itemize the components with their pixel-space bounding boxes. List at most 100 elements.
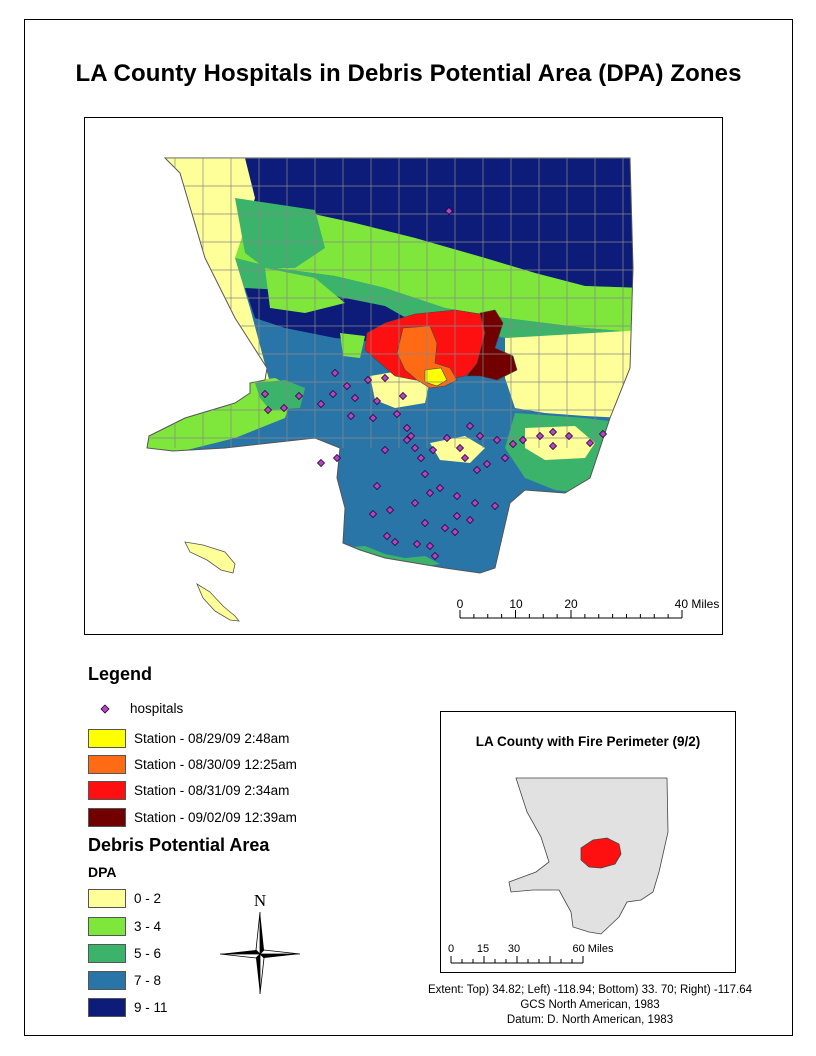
hospital-marker	[425, 541, 435, 551]
dpa-title: Debris Potential Area	[88, 835, 270, 855]
north-arrow: N	[218, 890, 302, 1003]
hospital-marker	[330, 368, 340, 378]
hospital-marker	[402, 435, 412, 445]
legend-label: 5 - 6	[134, 945, 162, 961]
hospital-marker	[368, 509, 378, 519]
fire-perimeter-0902	[466, 309, 518, 381]
hospital-marker	[332, 453, 342, 463]
legend-dpa-7-8: 7 - 8	[88, 969, 161, 991]
hospital-marker	[380, 445, 390, 455]
hospital-marker	[500, 453, 510, 463]
legend-swatch	[88, 888, 126, 908]
extent-text: Extent: Top) 34.82; Left) -118.94; Botto…	[427, 984, 753, 996]
inset-scale-label-30: 30	[508, 943, 520, 955]
hospital-marker	[382, 531, 392, 541]
legend-label: 9 - 11	[134, 999, 168, 1015]
hospital-marker	[260, 389, 270, 399]
inset-title: LA County with Fire Perimeter (9/2)	[475, 734, 701, 749]
hospital-marker	[392, 409, 402, 419]
legend-hospitals-label: hospitals	[130, 701, 184, 716]
hospital-marker	[492, 435, 502, 445]
inset-fire-perimeter	[580, 837, 622, 869]
legend-station-0830: Station - 08/30/09 12:25am	[88, 753, 297, 775]
legend-swatch	[88, 754, 126, 774]
hospital-marker	[412, 539, 422, 549]
legend-label: Station - 08/30/09 12:25am	[134, 756, 297, 772]
hospital-marker-icon	[100, 703, 110, 714]
hospital-marker	[465, 515, 475, 525]
hospital-marker	[450, 527, 460, 537]
legend-swatch	[88, 728, 126, 748]
legend-swatch	[88, 943, 126, 963]
legend-dpa-9-11: 9 - 11	[88, 996, 168, 1018]
hospital-marker	[420, 518, 430, 528]
hospital-marker	[440, 523, 450, 533]
legend-dpa-5-6: 5 - 6	[88, 942, 161, 964]
legend-dpa-0-2: 0 - 2	[88, 887, 161, 909]
legend-label: Station - 08/29/09 2:48am	[134, 730, 290, 746]
hospital-marker	[406, 431, 416, 441]
hospitals-layer	[260, 206, 608, 561]
legend-swatch	[88, 970, 126, 990]
hospital-marker	[470, 498, 480, 508]
hospital-marker	[490, 501, 500, 511]
santa-catalina-island	[184, 541, 236, 574]
north-label: N	[254, 891, 266, 910]
scale-label-20: 20	[564, 597, 578, 611]
page-frame	[24, 19, 793, 1036]
legend-swatch	[88, 780, 126, 800]
map-title: LA County Hospitals in Debris Potential …	[75, 60, 742, 87]
hospital-marker	[455, 443, 465, 453]
hospital-marker	[416, 453, 426, 463]
legend-label: 0 - 2	[134, 890, 162, 906]
main-map-frame: 0 10 20 40 Miles	[84, 117, 723, 635]
hospital-marker	[508, 439, 518, 449]
compass-rose-icon: N	[219, 891, 301, 995]
inset-scale-label-15: 15	[477, 943, 489, 955]
hospital-marker	[430, 551, 440, 561]
legend-hospitals: hospitals	[100, 701, 183, 716]
hospital-marker	[460, 453, 470, 463]
hospital-marker	[475, 431, 485, 441]
hospital-marker	[444, 206, 454, 216]
scale-label-10: 10	[509, 597, 523, 611]
legend-station-0902: Station - 09/02/09 12:39am	[88, 806, 297, 828]
hospital-marker	[410, 443, 420, 453]
hospital-marker	[263, 405, 273, 415]
legend-label: Station - 08/31/09 2:34am	[134, 782, 290, 798]
hospital-marker	[452, 511, 462, 521]
inset-scale-bar: 0 15 30 60 Miles	[448, 943, 614, 964]
hospital-marker	[564, 431, 574, 441]
hospital-marker	[410, 498, 420, 508]
main-map: 0 10 20 40 Miles	[146, 157, 720, 622]
hospital-marker	[548, 427, 558, 437]
hospital-marker	[435, 483, 445, 493]
legend-label: Station - 09/02/09 12:39am	[134, 809, 297, 825]
hospital-marker	[342, 381, 352, 391]
scale-label-40: 40 Miles	[675, 597, 720, 611]
hospital-marker	[346, 411, 356, 421]
datum-text: Datum: D. North American, 1983	[506, 1014, 674, 1026]
hospital-marker	[294, 391, 304, 401]
hospital-marker	[328, 389, 338, 399]
hospital-marker	[279, 403, 289, 413]
hospital-marker	[598, 429, 608, 439]
hospital-marker	[420, 469, 430, 479]
inset-map: 0 15 30 60 Miles	[448, 777, 669, 964]
hospital-marker	[428, 445, 438, 455]
hospital-marker	[350, 393, 360, 403]
hospital-marker	[482, 459, 492, 469]
gcs-text: GCS North American, 1983	[520, 999, 660, 1011]
hospital-marker	[372, 396, 382, 406]
hospital-marker	[472, 465, 482, 475]
hospital-marker	[372, 481, 382, 491]
hospital-marker	[368, 413, 378, 423]
main-scale-bar: 0 10 20 40 Miles	[457, 597, 720, 619]
hospital-marker	[425, 488, 435, 498]
legend-title: Legend	[88, 664, 153, 684]
legend-swatch	[88, 807, 126, 827]
dpa-subtitle: DPA	[88, 864, 117, 880]
inset-scale-label-0: 0	[448, 943, 454, 955]
inset-scale-label-60: 60 Miles	[573, 943, 614, 955]
hospital-marker	[316, 458, 326, 468]
